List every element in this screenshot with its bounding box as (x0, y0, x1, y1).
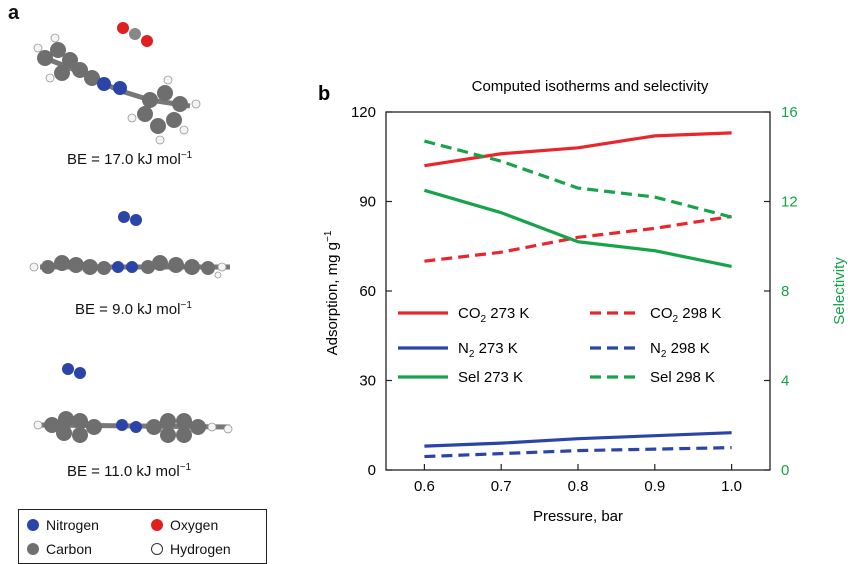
legend-label-0: CO2 273 K (458, 305, 529, 325)
binding-energy-label: BE = 17.0 kJ mol−1 (67, 150, 193, 168)
y2-tick-label: 4 (781, 373, 789, 390)
y-tick-label: 30 (359, 373, 376, 390)
binding-energy-label: BE = 9.0 kJ mol−1 (75, 300, 192, 318)
series-line-1 (424, 214, 732, 263)
molecule-co2-complex (33, 22, 201, 145)
carbon-dot-icon (27, 543, 39, 555)
y-tick-label: 0 (368, 462, 376, 479)
legend-label-2: N2 273 K (458, 340, 518, 360)
binding-energy-label: BE = 11.0 kJ mol−1 (67, 462, 192, 480)
legend-nitrogen: Nitrogen (27, 517, 99, 533)
y-tick-label: 120 (351, 104, 376, 121)
y2-axis-label: Selectivity (831, 257, 848, 325)
y-tick-label: 90 (359, 194, 376, 211)
legend-label-1: CO2 298 K (650, 305, 721, 325)
x-tick-label: 0.7 (491, 478, 512, 495)
y2-tick-label: 16 (781, 104, 798, 121)
panel-a-label: a (8, 2, 20, 24)
x-tick-label: 0.9 (644, 478, 665, 495)
molecule-n2-complex-2 (33, 363, 233, 443)
oxygen-dot-icon (151, 519, 163, 531)
x-tick-label: 0.8 (568, 478, 589, 495)
hydrogen-dot-icon (151, 543, 163, 555)
x-tick-label: 1.0 (721, 478, 742, 495)
y-axis-label: Adsorption, mg g−1 (323, 230, 341, 355)
nitrogen-dot-icon (27, 519, 39, 531)
panel-b-label: b (318, 83, 330, 105)
legend-carbon: Carbon (27, 541, 92, 557)
molecule-n2-complex-1 (29, 211, 230, 279)
x-tick-label: 0.6 (414, 478, 435, 495)
series-line-3 (424, 446, 732, 459)
legend-label-4: Sel 273 K (458, 369, 523, 386)
y2-tick-label: 12 (781, 194, 798, 211)
n2-molecule (118, 211, 142, 226)
legend-oxygen: Oxygen (151, 517, 218, 533)
plot-frame (385, 111, 771, 471)
series-line-2 (424, 431, 732, 448)
legend-label-3: N2 298 K (650, 340, 710, 360)
y2-tick-label: 8 (781, 283, 789, 300)
series-line-5 (423, 139, 733, 219)
legend-label-5: Sel 298 K (650, 369, 715, 386)
co2-molecule (117, 22, 153, 47)
series-line-4 (423, 188, 732, 268)
y2-tick-label: 0 (781, 462, 789, 479)
legend-hydrogen: Hydrogen (151, 541, 231, 557)
series-line-0 (424, 131, 732, 168)
x-axis-label: Pressure, bar (533, 508, 623, 525)
y-tick-label: 60 (359, 283, 376, 300)
n2-molecule (62, 363, 86, 379)
chart-title: Computed isotherms and selectivity (472, 78, 709, 95)
